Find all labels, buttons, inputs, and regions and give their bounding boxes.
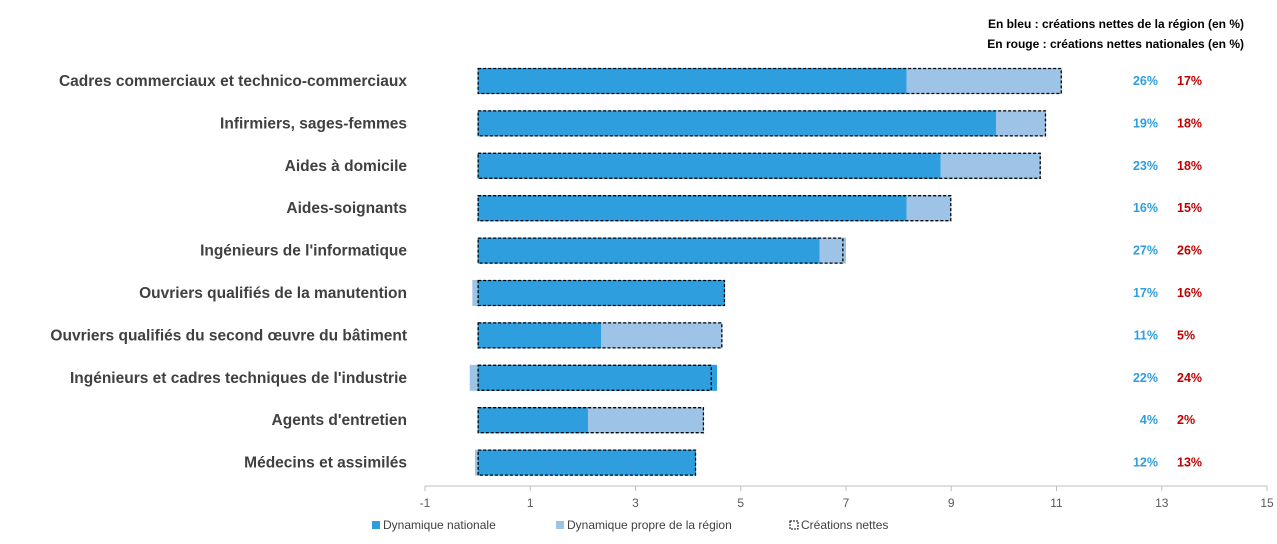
note-national: En rouge : créations nettes nationales (… <box>987 37 1244 51</box>
pct-regional: 12% <box>1133 456 1158 470</box>
category-label: Aides à domicile <box>285 158 408 175</box>
legend-label: Dynamique nationale <box>383 518 496 532</box>
bar-net-outline <box>477 67 1062 95</box>
pct-national: 13% <box>1177 456 1202 470</box>
bar-regional <box>906 195 952 222</box>
pct-national: 18% <box>1177 116 1202 130</box>
category-label: Aides-soignants <box>286 200 407 217</box>
bar-net-outline <box>477 364 712 391</box>
pct-national: 18% <box>1177 159 1202 173</box>
x-tick-label: 11 <box>1050 496 1063 510</box>
bar-net-outline <box>477 449 697 476</box>
bar-national <box>477 449 697 476</box>
x-tick-label: 15 <box>1260 496 1274 510</box>
bar-regional <box>601 322 723 349</box>
bar-net-outline <box>477 279 726 307</box>
category-labels: Cadres commerciaux et technico-commercia… <box>50 73 407 472</box>
pct-national: 16% <box>1177 286 1202 300</box>
legend: Dynamique nationale Dynamique propre de l… <box>372 518 888 532</box>
category-label: Agents d'entretien <box>272 412 407 429</box>
category-label: Ouvriers qualifiés de la manutention <box>139 285 407 302</box>
bars-group <box>469 67 1062 476</box>
x-tick-label: 1 <box>527 496 534 510</box>
percentage-columns: 26% 17% 19% 18% 23% 18% 16% 15% 27% 26% 17% 16% 11% 5… <box>1133 74 1202 470</box>
x-tick-label: 5 <box>737 496 744 510</box>
x-tick-label: 9 <box>948 496 955 510</box>
bar-national <box>477 407 589 434</box>
category-label: Infirmiers, sages-femmes <box>220 115 407 132</box>
note-regional: En bleu : créations nettes de la région … <box>988 17 1244 31</box>
x-tick-label: 3 <box>632 496 639 510</box>
bar-regional <box>995 110 1046 137</box>
x-axis: -1 1 3 5 7 9 11 13 15 <box>420 485 1274 510</box>
pct-regional: 4% <box>1140 413 1158 427</box>
bar-national <box>477 68 907 94</box>
bar-net-outline <box>477 322 723 349</box>
bar-national <box>477 322 602 349</box>
pct-national: 17% <box>1177 74 1202 88</box>
category-label: Ouvriers qualifiés du second œuvre du bâ… <box>50 327 407 344</box>
pct-national: 26% <box>1177 244 1202 258</box>
pct-regional: 11% <box>1134 328 1158 342</box>
bar-net-outline <box>477 195 952 222</box>
bar-regional <box>940 152 1041 179</box>
pct-regional: 17% <box>1133 286 1158 300</box>
bar-regional <box>906 68 1062 94</box>
pct-regional: 22% <box>1133 371 1158 385</box>
pct-national: 24% <box>1177 371 1202 385</box>
pct-regional: 26% <box>1133 74 1158 88</box>
category-label: Médecins et assimilés <box>244 455 407 472</box>
bar-regional <box>588 407 704 434</box>
category-label: Cadres commerciaux et technico-commercia… <box>59 73 407 90</box>
bar-national <box>477 152 941 179</box>
category-label: Ingénieurs de l'informatique <box>200 243 407 260</box>
pct-regional: 27% <box>1133 244 1158 258</box>
bar-national <box>477 110 996 137</box>
pct-regional: 16% <box>1133 201 1158 215</box>
legend-swatch <box>789 520 799 530</box>
bar-net-outline <box>477 152 1041 179</box>
category-label: Ingénieurs et cadres techniques de l'ind… <box>70 370 407 387</box>
bar-regional <box>472 280 478 306</box>
pct-national: 15% <box>1177 201 1202 215</box>
bar-net-outline <box>477 110 1047 137</box>
bar-national <box>477 280 725 306</box>
pct-national: 2% <box>1177 413 1195 427</box>
bar-regional <box>474 449 478 476</box>
bar-net-outline <box>477 237 844 264</box>
bar-net-outline <box>477 407 705 434</box>
bar-regional <box>819 237 846 264</box>
bar-regional <box>469 364 478 391</box>
bar-national <box>477 195 907 222</box>
legend-label: Créations nettes <box>801 518 888 532</box>
legend-swatch <box>556 521 564 529</box>
x-tick-label: -1 <box>420 496 431 510</box>
x-tick-label: 13 <box>1155 496 1169 510</box>
bar-national <box>477 237 820 264</box>
pct-regional: 19% <box>1133 116 1158 130</box>
x-tick-label: 7 <box>843 496 850 510</box>
bar-national <box>477 364 718 391</box>
pct-regional: 23% <box>1133 159 1158 173</box>
pct-national: 5% <box>1177 328 1195 342</box>
legend-label: Dynamique propre de la région <box>567 518 732 532</box>
legend-swatch <box>372 521 380 529</box>
